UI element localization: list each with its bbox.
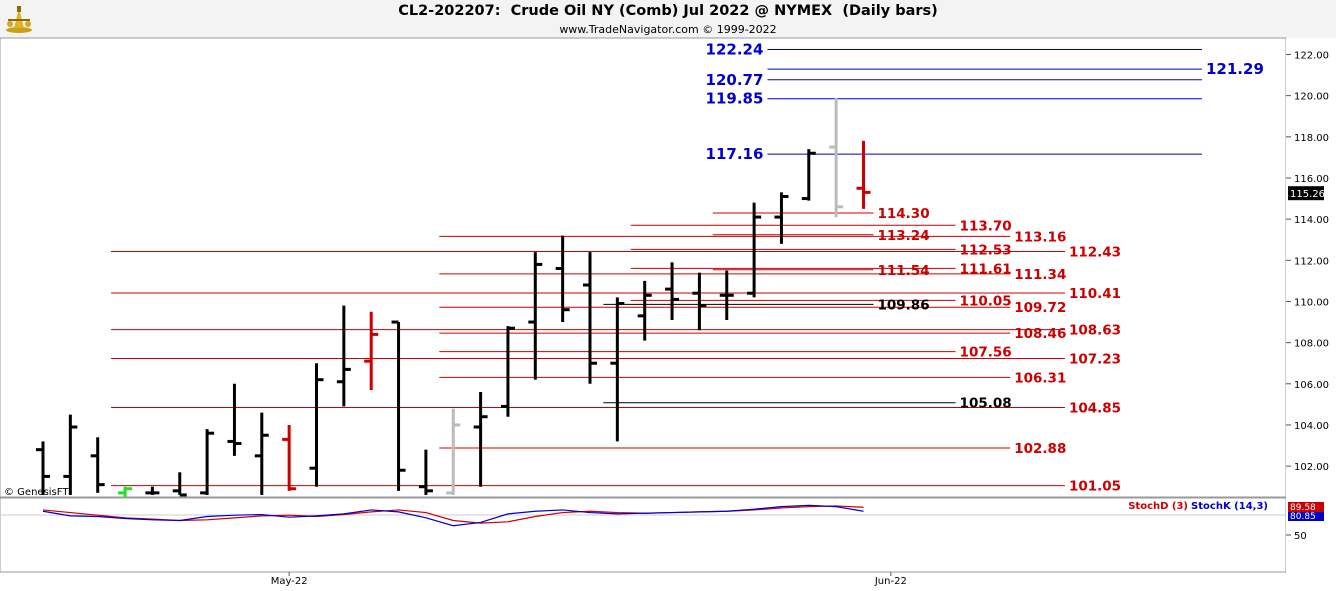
stoch-y-tick-label: 50 bbox=[1294, 531, 1307, 542]
ohlc-bar bbox=[473, 392, 488, 487]
ohlc-bar bbox=[555, 235, 570, 323]
stochastic-panel bbox=[0, 497, 1287, 573]
level-label: 107.56 bbox=[960, 345, 1012, 361]
y-tick-label: 104.00 bbox=[1294, 421, 1329, 432]
ohlc-bar bbox=[254, 412, 269, 495]
ohlc-bar bbox=[364, 311, 379, 390]
level-label: 114.30 bbox=[878, 206, 930, 222]
y-tick-label: 118.00 bbox=[1294, 133, 1329, 144]
level-label: 112.53 bbox=[960, 242, 1012, 258]
ohlc-bar bbox=[528, 252, 543, 380]
last-price-marker bbox=[1288, 186, 1324, 201]
ohlc-bar bbox=[637, 280, 652, 341]
level-label: 108.63 bbox=[1069, 323, 1121, 339]
level-label: 104.85 bbox=[1069, 400, 1121, 416]
level-label: 109.72 bbox=[1014, 300, 1066, 316]
ohlc-bar bbox=[610, 297, 625, 442]
level-label: 113.16 bbox=[1014, 229, 1066, 245]
ohlc-bar bbox=[118, 486, 133, 497]
chart-subtitle: www.TradeNavigator.com © 1999-2022 bbox=[559, 23, 777, 36]
level-label: 117.16 bbox=[706, 145, 764, 163]
level-label: 109.86 bbox=[878, 297, 930, 313]
ohlc-bar bbox=[282, 424, 297, 491]
ohlc-bar bbox=[829, 97, 844, 218]
level-label: 101.05 bbox=[1069, 479, 1121, 495]
price-panel bbox=[0, 37, 1287, 498]
level-label: 121.29 bbox=[1206, 60, 1264, 78]
ohlc-bar bbox=[391, 320, 406, 491]
level-label: 111.34 bbox=[1014, 267, 1066, 283]
ohlc-bar bbox=[36, 441, 50, 495]
ohlc-bar bbox=[63, 414, 78, 495]
ohlc-bar bbox=[200, 429, 215, 495]
ohlc-bar bbox=[774, 192, 789, 244]
x-tick-label: May-22 bbox=[271, 576, 308, 587]
y-tick-label: 102.00 bbox=[1294, 462, 1329, 473]
ohlc-bar bbox=[801, 149, 816, 201]
y-tick-label: 122.00 bbox=[1294, 50, 1329, 61]
ohlc-bar bbox=[692, 272, 707, 331]
level-label: 111.61 bbox=[960, 261, 1012, 277]
level-label: 110.05 bbox=[960, 293, 1012, 309]
ohlc-bar bbox=[227, 383, 242, 456]
level-label: 112.43 bbox=[1069, 244, 1121, 260]
level-label: 105.08 bbox=[960, 396, 1012, 412]
y-tick-label: 106.00 bbox=[1294, 380, 1329, 391]
watermark-text: © GenesisFT bbox=[4, 487, 69, 498]
ohlc-bar bbox=[145, 486, 160, 495]
ohlc-bar bbox=[418, 449, 433, 495]
y-tick-label: 114.00 bbox=[1294, 215, 1329, 226]
y-tick-label: 112.00 bbox=[1294, 256, 1329, 267]
ohlc-bar bbox=[665, 262, 680, 320]
level-label: 110.41 bbox=[1069, 286, 1121, 302]
ohlc-bar bbox=[583, 252, 597, 384]
trade-navigator-logo-icon bbox=[6, 6, 32, 33]
stoch-k-value: 80.85 bbox=[1290, 512, 1316, 522]
ohlc-bar bbox=[90, 437, 105, 493]
level-label: 111.54 bbox=[878, 263, 930, 279]
ohlc-bar bbox=[719, 270, 734, 320]
x-tick-label: Jun-22 bbox=[874, 576, 907, 587]
y-axis-area bbox=[1286, 38, 1336, 572]
level-label: 120.77 bbox=[706, 71, 764, 89]
stoch-d-value-marker bbox=[1288, 502, 1324, 512]
level-label: 119.85 bbox=[706, 90, 764, 108]
stoch-d-legend: StochD (3) bbox=[1128, 501, 1188, 512]
ohlc-bar bbox=[500, 326, 515, 417]
ohlc-bar bbox=[309, 363, 324, 487]
y-tick-label: 116.00 bbox=[1294, 174, 1329, 185]
ohlc-bar bbox=[446, 408, 461, 495]
stoch-k-value-marker bbox=[1288, 512, 1324, 521]
level-label: 106.31 bbox=[1014, 370, 1066, 386]
chart-header: CL2-202207: Crude Oil NY (Comb) Jul 2022… bbox=[0, 0, 1336, 38]
y-tick-label: 110.00 bbox=[1294, 297, 1329, 308]
level-label: 122.24 bbox=[706, 41, 764, 59]
ohlc-bar bbox=[747, 202, 762, 298]
y-tick-label: 108.00 bbox=[1294, 339, 1329, 350]
y-tick-label: 120.00 bbox=[1294, 92, 1329, 103]
stoch-d-value: 89.58 bbox=[1290, 503, 1316, 513]
chart-title: CL2-202207: Crude Oil NY (Comb) Jul 2022… bbox=[398, 3, 938, 19]
ohlc-bar bbox=[172, 472, 187, 497]
level-label: 113.24 bbox=[878, 228, 930, 244]
level-label: 113.70 bbox=[960, 218, 1012, 234]
last-price-label: 115.26 bbox=[1290, 189, 1325, 200]
stoch-k-legend: StochK (14,3) bbox=[1191, 501, 1268, 512]
level-label: 108.46 bbox=[1014, 326, 1066, 342]
level-label: 102.88 bbox=[1014, 441, 1066, 457]
stoch-k-line bbox=[42, 504, 864, 527]
ohlc-bar bbox=[856, 140, 871, 209]
level-label: 107.23 bbox=[1069, 351, 1121, 367]
ohlc-bar bbox=[336, 305, 351, 407]
